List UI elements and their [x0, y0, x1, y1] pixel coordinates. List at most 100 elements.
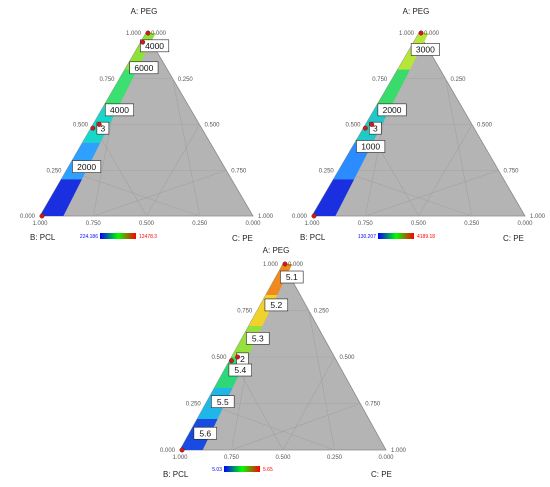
vertex-label-left: B: PCL [300, 233, 326, 242]
tick-label-a: 1.000 [126, 31, 142, 37]
tick-label-c: 0.000 [288, 262, 304, 268]
contour-label-box [410, 43, 440, 56]
design-point [311, 213, 317, 219]
tick-label-b: 1.000 [172, 455, 188, 461]
vertex-label-top: A: PEG [403, 7, 430, 16]
contour-label: 5.6 [199, 428, 211, 438]
tick-label-c: 0.750 [231, 168, 247, 174]
vertex-label-left: B: PCL [163, 470, 189, 479]
tick-label-c: 1.000 [530, 214, 546, 220]
response-band [312, 179, 355, 216]
contour-label: 3 [101, 123, 106, 133]
tick-label-b: 0.750 [86, 221, 102, 227]
contour-label-box [246, 332, 270, 345]
design-point [179, 447, 185, 453]
design-point [140, 39, 146, 45]
tick-label-b: 1.000 [304, 221, 320, 227]
vertex-label-right: C: PE [503, 234, 524, 243]
legend-min-label: 5.03 [212, 467, 222, 473]
contour-label-box [356, 140, 386, 153]
tick-label-b: 0.250 [464, 221, 480, 227]
ternary-chart-3: 1.0001.0000.0000.7500.7500.2500.5000.500… [160, 246, 407, 479]
legend-max-label: 5.65 [263, 467, 273, 473]
tick-label-a: 0.250 [46, 168, 62, 174]
contour-label-box [280, 270, 304, 284]
design-point [418, 30, 424, 36]
design-point [96, 122, 102, 127]
design-point [282, 261, 288, 267]
tick-label-b: 0.750 [224, 455, 240, 461]
tick-label-c: 0.750 [504, 168, 520, 174]
grid-line [338, 169, 472, 217]
design-point [235, 354, 241, 360]
contour-label-box [72, 160, 102, 173]
tick-label-b: 0.000 [517, 221, 533, 227]
contour-label: 6000 [134, 63, 153, 73]
tick-label-b: 0.000 [378, 455, 394, 461]
grid-line [231, 403, 361, 451]
contour-label: 4000 [145, 41, 164, 51]
legend-min-label: 224.186 [80, 234, 98, 240]
tick-label-c: 0.250 [451, 77, 467, 83]
vertex-label-left: B: PCL [30, 233, 56, 242]
design-point [369, 122, 375, 127]
contour-label-box [211, 395, 235, 408]
vertex-label-top: A: PEG [131, 7, 158, 16]
tick-label-a: 0.250 [186, 402, 202, 408]
design-point [228, 358, 234, 364]
contour-label: 2000 [383, 105, 402, 115]
tick-label-b: 1.000 [32, 221, 48, 227]
contour-label: 5.3 [252, 334, 264, 344]
tick-label-b: 0.000 [245, 221, 261, 227]
tick-label-a: 0.500 [73, 123, 89, 129]
response-band [103, 69, 138, 107]
grid-line [205, 403, 335, 451]
legend-colorbar [378, 233, 414, 239]
contour-label-box [264, 298, 289, 312]
response-band [376, 69, 410, 107]
contour-label: 4000 [110, 105, 129, 115]
tick-label-b: 0.500 [275, 455, 291, 461]
tick-label-c: 0.500 [340, 355, 356, 361]
tick-label-c: 1.000 [258, 214, 274, 220]
legend-colorbar [100, 233, 136, 239]
contour-label: 2 [240, 354, 245, 364]
tick-label-b: 0.750 [358, 221, 374, 227]
design-point [145, 30, 151, 36]
ternary-chart-2: 1.0001.0000.0000.7500.7500.2500.5000.500… [292, 7, 546, 243]
vertex-label-right: C: PE [232, 234, 253, 243]
contour-label-box [140, 39, 170, 53]
design-point [90, 125, 96, 131]
contour-label: 5.2 [270, 300, 282, 310]
tick-label-b: 0.250 [192, 221, 208, 227]
contour-label: 5.5 [217, 397, 229, 407]
tick-label-a: 0.000 [20, 214, 36, 220]
tick-label-a: 0.000 [160, 448, 176, 454]
tick-label-c: 0.250 [178, 77, 194, 83]
tick-label-c: 0.250 [314, 309, 330, 315]
tick-label-c: 0.500 [477, 123, 493, 129]
contour-label-box [228, 363, 252, 377]
tick-label-a: 0.000 [292, 214, 308, 220]
response-band [40, 179, 82, 216]
grid-line [66, 169, 200, 217]
legend-max-label: 12478.3 [139, 234, 157, 240]
tick-label-a: 0.750 [237, 309, 253, 315]
contour-label: 2000 [77, 162, 96, 172]
vertex-label-right: C: PE [371, 470, 392, 479]
tick-label-c: 0.750 [365, 402, 381, 408]
contour-label: 3000 [416, 45, 435, 55]
grid-line [365, 169, 499, 217]
tick-label-a: 0.750 [99, 77, 115, 83]
design-point [39, 213, 45, 219]
legend-min-label: 130.207 [358, 234, 376, 240]
tick-label-a: 0.750 [372, 77, 388, 83]
legend-colorbar [224, 466, 260, 472]
grid-line [93, 169, 227, 217]
tick-label-a: 1.000 [399, 31, 415, 37]
contour-label: 5.1 [286, 272, 298, 282]
tick-label-c: 0.500 [205, 123, 221, 129]
tick-label-a: 0.500 [211, 355, 227, 361]
ternary-chart-1: 1.0001.0000.0000.7500.7500.2500.5000.500… [20, 7, 274, 243]
